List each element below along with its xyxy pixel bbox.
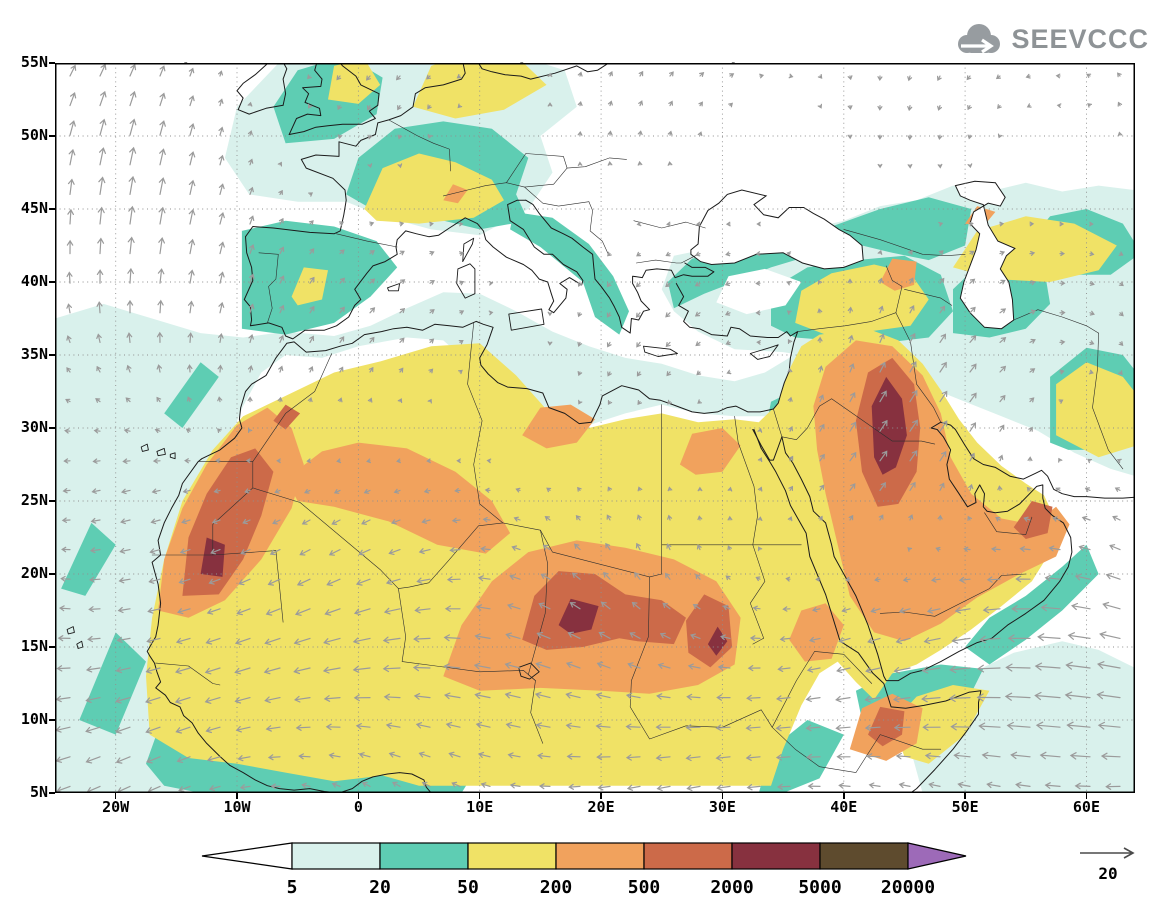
- y-axis-label: 15N: [20, 637, 48, 655]
- x-axis-label: 0: [353, 798, 363, 816]
- colorbar-underflow-arrow: [201, 842, 293, 870]
- y-axis-label: 45N: [20, 199, 48, 217]
- border-layer: [151, 119, 1124, 773]
- wind-vector-layer: [55, 63, 1124, 793]
- axis-tick: [721, 793, 724, 799]
- colorbar-tick-label: 500: [628, 877, 661, 898]
- axis-tick: [49, 62, 55, 64]
- y-axis-label: 30N: [20, 418, 48, 436]
- axis-tick: [357, 793, 360, 799]
- y-axis-label: 50N: [20, 126, 48, 144]
- colorbar-segment: [555, 842, 645, 870]
- axis-tick: [1085, 793, 1088, 799]
- colorbar-segment: [731, 842, 821, 870]
- axis-tick: [478, 793, 481, 799]
- wind-reference-value: 20: [1098, 864, 1118, 883]
- logo-text: SEEVCCC: [1011, 23, 1149, 54]
- x-axis-label: 10W: [223, 798, 251, 816]
- map-frame: [55, 63, 1135, 793]
- colorbar-tick-label: 2000: [710, 877, 753, 898]
- dust-fill-layer: [55, 63, 1135, 793]
- y-axis-label: 35N: [20, 345, 48, 363]
- seevccc-logo: SEEVCCC: [952, 20, 1149, 58]
- axis-tick: [49, 792, 55, 794]
- axis-tick: [49, 354, 55, 356]
- cloud-arrow-icon: [958, 24, 1001, 54]
- y-axis-label: 20N: [20, 564, 48, 582]
- wind-reference-arrow: [1080, 847, 1135, 859]
- x-axis-label: 40E: [830, 798, 858, 816]
- x-axis-label: 30E: [708, 798, 736, 816]
- axis-tick: [114, 793, 117, 799]
- axis-tick: [843, 793, 845, 799]
- axis-tick: [236, 793, 238, 799]
- colorbar-segment: [819, 842, 909, 870]
- colorbar-legend: 5 20 50 200 500 2000 5000 20000: [198, 839, 970, 903]
- map-svg: [55, 63, 1135, 793]
- axis-tick: [964, 793, 966, 799]
- colorbar-tick-label: 50: [457, 877, 479, 898]
- colorbar-segment: [291, 842, 381, 870]
- colorbar-tick-label: 200: [540, 877, 573, 898]
- x-axis-label: 60E: [1072, 798, 1100, 816]
- y-axis-label: 40N: [20, 272, 48, 290]
- x-axis-label: 10E: [466, 798, 494, 816]
- map-canvas: [55, 63, 1135, 793]
- graticule: [55, 63, 1135, 793]
- colorbar-tick-label: 20000: [881, 877, 935, 898]
- colorbar-segment: [643, 842, 733, 870]
- axis-tick: [49, 208, 55, 210]
- axis-tick: [49, 646, 55, 648]
- colorbar-segment: [467, 842, 557, 870]
- sea-layer: [690, 180, 1016, 330]
- colorbar-segment: [379, 842, 469, 870]
- colorbar-svg: 5 20 50 200 500 2000 5000 20000: [201, 842, 967, 898]
- y-axis-label: 5N: [29, 783, 48, 801]
- axis-tick: [49, 281, 55, 283]
- wind-reference: 20: [1072, 845, 1144, 883]
- y-axis-label: 25N: [20, 491, 48, 509]
- axis-tick: [49, 427, 55, 429]
- colorbar-tick-label: 5000: [798, 877, 841, 898]
- colorbar-tick-label: 20: [369, 877, 391, 898]
- x-axis-label: 20W: [102, 798, 130, 816]
- y-axis-label: 55N: [20, 53, 48, 71]
- colorbar-overflow-arrow: [907, 842, 967, 870]
- x-axis-label: 20E: [587, 798, 615, 816]
- axis-tick: [49, 135, 55, 137]
- coastline-layer: [66, 63, 1135, 793]
- y-axis-label: 10N: [20, 710, 48, 728]
- x-axis-label: 50E: [951, 798, 979, 816]
- colorbar-tick-label: 5: [287, 877, 298, 898]
- axis-tick: [49, 573, 55, 575]
- axis-tick: [49, 719, 55, 721]
- axis-tick: [49, 500, 55, 502]
- axis-tick: [600, 793, 602, 799]
